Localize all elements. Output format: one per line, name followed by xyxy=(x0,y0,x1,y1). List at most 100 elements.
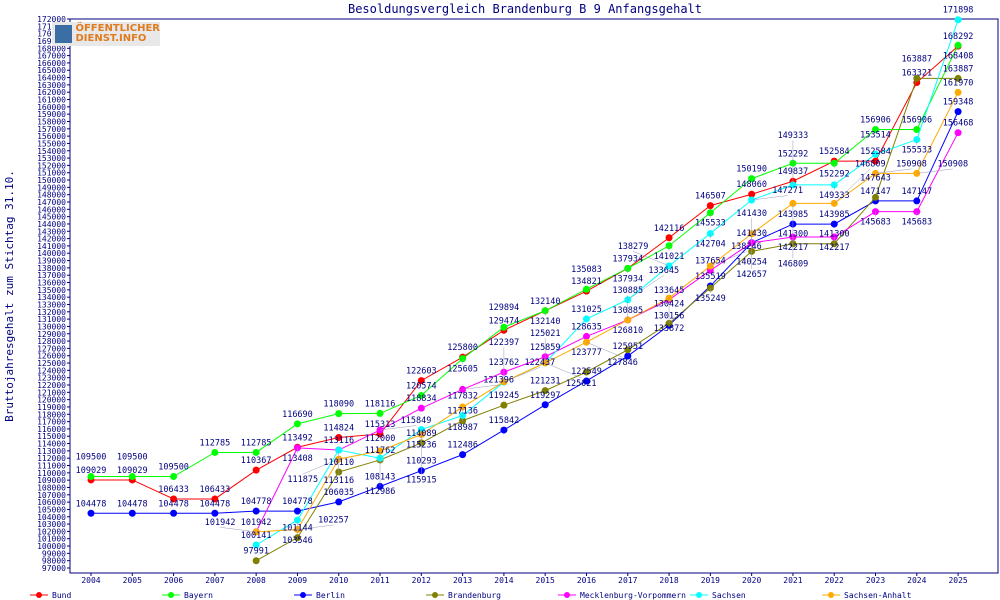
data-point xyxy=(252,466,260,474)
y-tick-label: 148000 xyxy=(37,191,66,200)
label-leader-line xyxy=(875,168,912,174)
y-axis-label: Bruttojahresgehalt zum Stichtag 31.10. xyxy=(3,170,16,422)
data-label: 152292 xyxy=(819,169,850,179)
series-line-bund xyxy=(91,45,959,500)
y-tick-label: 106000 xyxy=(37,498,66,507)
data-point xyxy=(252,448,260,456)
data-point xyxy=(541,387,549,395)
y-tick-label: 108000 xyxy=(37,483,66,492)
y-tick-label: 157000 xyxy=(37,125,66,134)
data-point xyxy=(170,473,178,480)
data-label: 163887 xyxy=(943,64,974,74)
y-tick-label: 164000 xyxy=(37,74,66,83)
y-tick-label: 107000 xyxy=(37,491,66,500)
y-tick-label: 169000 xyxy=(37,37,66,46)
y-tick-label: 135000 xyxy=(37,286,66,295)
data-label: 143985 xyxy=(778,210,809,220)
label-leader-line xyxy=(545,362,582,379)
y-tick-label: 172000 xyxy=(37,15,66,24)
logo-text: ÖFFENTLICHER DIENST.INFO xyxy=(75,23,160,44)
data-point xyxy=(665,319,673,327)
y-tick-label: 130000 xyxy=(37,322,66,331)
data-label: 115849 xyxy=(401,416,432,426)
y-tick-label: 104000 xyxy=(37,513,66,522)
data-label: 125859 xyxy=(530,343,561,353)
data-label: 115915 xyxy=(406,476,437,486)
label-leader-line xyxy=(586,341,623,358)
data-point xyxy=(417,391,425,399)
data-point xyxy=(211,448,219,456)
x-tick-label: 2025 xyxy=(948,576,967,585)
y-tick-label: 113000 xyxy=(37,447,66,456)
data-label: 109500 xyxy=(158,463,189,473)
data-label: 109500 xyxy=(117,453,148,463)
data-point xyxy=(872,193,880,201)
data-label: 115236 xyxy=(406,441,437,451)
data-point xyxy=(170,509,178,517)
x-tick-label: 2019 xyxy=(701,576,720,585)
data-point xyxy=(954,16,962,24)
data-label: 168408 xyxy=(943,51,974,61)
label-leader-line xyxy=(751,195,788,201)
y-tick-label: 133000 xyxy=(37,300,66,309)
data-label: 103546 xyxy=(282,536,313,546)
data-label: 149837 xyxy=(778,167,809,177)
y-tick-label: 112000 xyxy=(37,454,66,463)
y-tick-label: 127000 xyxy=(37,344,66,353)
y-tick-label: 158000 xyxy=(37,117,66,126)
data-label: 137654 xyxy=(695,256,726,266)
data-label: 143985 xyxy=(819,210,850,220)
data-point xyxy=(252,541,260,549)
y-tick-label: 126000 xyxy=(37,352,66,361)
legend-marker xyxy=(564,592,570,598)
data-label: 123762 xyxy=(489,358,520,368)
y-tick-label: 125000 xyxy=(37,359,66,368)
data-label: 127846 xyxy=(607,358,638,368)
data-label: 119245 xyxy=(489,391,520,401)
series-line-mecklenburg-vorpommern xyxy=(255,132,959,533)
data-label: 149333 xyxy=(778,131,809,141)
y-tick-label: 166000 xyxy=(37,59,66,68)
y-tick-label: 98000 xyxy=(42,557,66,566)
data-label: 104778 xyxy=(282,497,313,507)
data-label: 148060 xyxy=(736,180,767,190)
y-tick-label: 170000 xyxy=(37,30,66,39)
data-label: 101942 xyxy=(205,518,236,528)
data-label: 163321 xyxy=(901,69,932,79)
data-label: 122603 xyxy=(406,367,437,377)
data-label: 155533 xyxy=(901,146,932,156)
data-label: 104478 xyxy=(117,499,148,509)
y-tick-label: 121000 xyxy=(37,388,66,397)
series-line-bayern xyxy=(91,45,959,477)
data-label: 111762 xyxy=(365,446,396,456)
data-point xyxy=(293,420,301,428)
data-label: 141300 xyxy=(819,230,850,240)
y-tick-label: 156000 xyxy=(37,132,66,141)
data-label: 147643 xyxy=(860,173,891,183)
y-tick-label: 142000 xyxy=(37,235,66,244)
data-label: 133645 xyxy=(654,286,685,296)
logo: ÖFFENTLICHER DIENST.INFO xyxy=(52,22,160,46)
data-label: 104478 xyxy=(158,499,189,509)
data-label: 156468 xyxy=(943,119,974,129)
legend-marker xyxy=(168,592,174,598)
y-tick-label: 122000 xyxy=(37,381,66,390)
data-point xyxy=(170,495,178,503)
data-point xyxy=(954,129,962,137)
data-label: 125021 xyxy=(530,329,561,339)
data-label: 130885 xyxy=(612,306,643,316)
data-point xyxy=(582,285,590,293)
data-label: 135083 xyxy=(571,265,602,275)
legend-label: Bund xyxy=(52,591,71,600)
y-tick-label: 136000 xyxy=(37,279,66,288)
data-label: 113408 xyxy=(282,454,313,464)
data-label: 150908 xyxy=(896,159,927,169)
data-point xyxy=(500,401,508,409)
legend-marker xyxy=(300,592,306,598)
data-label: 106433 xyxy=(200,485,231,495)
x-tick-label: 2014 xyxy=(494,576,513,585)
legend-label: Bayern xyxy=(184,591,213,600)
data-label: 147271 xyxy=(772,186,803,196)
label-leader-line xyxy=(834,168,871,204)
